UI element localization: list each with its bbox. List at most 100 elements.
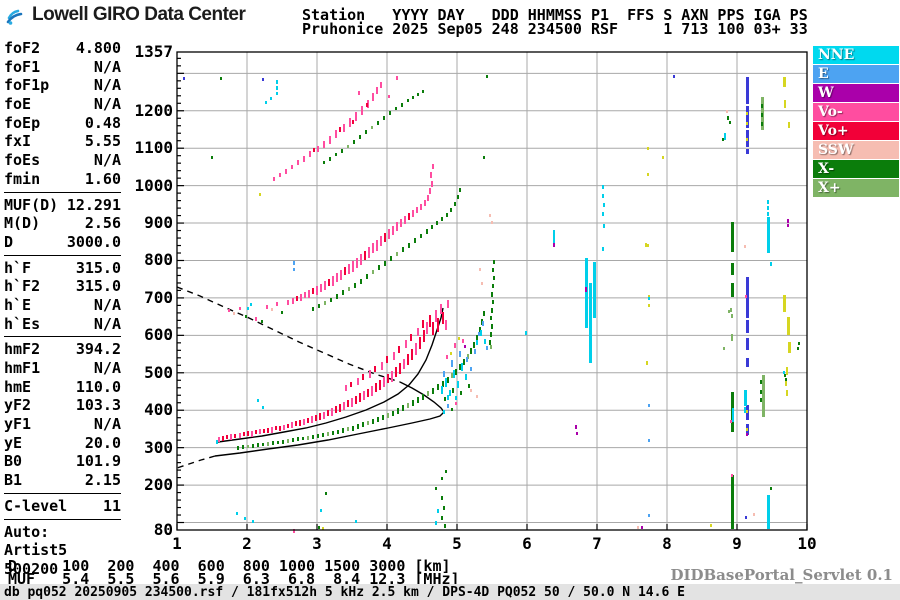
param-value: 110.0 (75, 377, 121, 396)
legend-item-vo: Vo- (813, 103, 899, 121)
param-row: fmin 1.60 (4, 170, 121, 189)
param-label: D (4, 232, 14, 251)
param-value: 394.2 (75, 340, 121, 359)
y-axis-label-500: 500 (144, 362, 173, 382)
x-axis-label-6: 6 (522, 534, 532, 553)
param-label: fmin (4, 169, 41, 188)
x-axis-label-1: 1 (172, 534, 182, 553)
legend-item-ssw: SSW (813, 141, 899, 159)
param-value: N/A (93, 314, 121, 333)
echo-marks-layer (183, 75, 800, 533)
y-axis-label-1200: 1200 (134, 100, 173, 120)
giro-wave-icon (6, 4, 28, 26)
param-row: D 3000.0 (4, 233, 121, 252)
param-label: C-level (4, 496, 68, 515)
transmission-curve-lower-dashed (176, 455, 216, 469)
servlet-version-label: DIDBasePortal_Servlet 0.1 (670, 566, 893, 584)
param-row: C-level 11 (4, 497, 121, 516)
param-row: MUF(D) 12.291 (4, 196, 121, 215)
param-label: MUF(D) (4, 195, 59, 214)
param-label: foF1p (4, 76, 50, 95)
param-divider (4, 254, 121, 256)
x-axis-label-2: 2 (242, 534, 252, 553)
param-label: yE (4, 433, 23, 452)
param-row: Artist5 (4, 541, 121, 560)
grid-layer (177, 52, 807, 530)
param-value: N/A (93, 76, 121, 95)
direction-legend: NNE E W Vo- Vo+ SSW X- X+ (813, 46, 899, 198)
transmission-curve-upper-dashed (176, 286, 401, 383)
param-row: yF1 N/A (4, 415, 121, 434)
param-row: h`Es N/A (4, 315, 121, 334)
param-value: N/A (93, 295, 121, 314)
param-row: yE 20.0 (4, 434, 121, 453)
y-axis-label-1100: 1100 (134, 138, 173, 158)
giro-logo[interactable]: Lowell GIRO Data Center (6, 4, 246, 26)
trace-curves-layer (176, 286, 445, 469)
param-row: Auto: (4, 523, 121, 542)
station-header-values: Pruhonice 2025 Sep05 248 234500 RSF 1 71… (302, 20, 808, 38)
param-row: foEp 0.48 (4, 114, 121, 133)
param-row: h`F2 315.0 (4, 277, 121, 296)
param-value: 4.800 (75, 39, 121, 57)
y-axis-label-900: 900 (144, 213, 173, 233)
param-value: 11 (102, 496, 121, 515)
legend-item-x: X+ (813, 179, 899, 197)
param-row: foF1p N/A (4, 76, 121, 95)
param-label: foF2 (4, 39, 41, 57)
legend-item-x: X- (813, 160, 899, 178)
legend-item-vo: Vo+ (813, 122, 899, 140)
legend-item-e: E (813, 65, 899, 83)
param-label: B1 (4, 471, 23, 490)
param-label: yF1 (4, 415, 32, 434)
param-row: M(D) 2.56 (4, 214, 121, 233)
x-axis-label-4: 4 (382, 534, 392, 553)
y-axis-label-800: 800 (144, 250, 173, 270)
muf-scale-row: MUF 5.4 5.5 5.6 5.9 6.3 6.8 8.4 12.3 [MH… (8, 570, 460, 588)
param-divider (4, 492, 121, 494)
param-label: M(D) (4, 214, 41, 233)
param-label: foEs (4, 151, 41, 170)
param-label: hmE (4, 377, 32, 396)
y-axis-label-1000: 1000 (134, 175, 173, 195)
status-bar (0, 584, 900, 600)
param-label: Artist5 (4, 541, 68, 560)
x-axis-label-8: 8 (662, 534, 672, 553)
status-bar-text: db pq052 20250905 234500.rsf / 181fx512h… (4, 585, 685, 600)
param-divider (4, 518, 121, 520)
param-value: N/A (93, 359, 121, 377)
param-value: 1.60 (84, 169, 121, 188)
param-value: 12.291 (66, 195, 121, 214)
param-value: 315.0 (75, 258, 121, 277)
x-axis-label-9: 9 (732, 534, 742, 553)
param-row: hmF2 394.2 (4, 340, 121, 359)
x-axis-label-3: 3 (312, 534, 322, 553)
param-row: B1 2.15 (4, 471, 121, 490)
logo-text: Lowell GIRO Data Center (32, 4, 246, 25)
distance-scale-row: D 100 200 400 600 800 1000 1500 3000 [km… (8, 557, 451, 575)
param-label: h`F (4, 258, 32, 277)
param-value: N/A (93, 95, 121, 114)
param-label: Auto: (4, 522, 50, 541)
param-value: 101.9 (75, 452, 121, 471)
transmission-curve-nose-solid (214, 381, 445, 457)
x-axis-label-10: 10 (797, 534, 817, 553)
param-label: 500200 (4, 559, 59, 578)
y-axis-label-600: 600 (144, 325, 173, 345)
y-axis-label-200: 200 (144, 475, 173, 495)
param-value: 315.0 (75, 277, 121, 296)
param-row: foF2 4.800 (4, 39, 121, 58)
param-label: hmF1 (4, 359, 41, 377)
param-label: fxI (4, 132, 32, 151)
param-value: 3000.0 (66, 232, 121, 251)
param-label: B0 (4, 452, 23, 471)
y-axis-label-80: 80 (153, 520, 173, 539)
param-divider (4, 336, 121, 338)
param-value: 2.56 (84, 214, 121, 233)
param-row: yF2 103.3 (4, 396, 121, 415)
param-row: foF1 N/A (4, 58, 121, 77)
param-value: 20.0 (84, 433, 121, 452)
param-label: foE (4, 95, 32, 114)
